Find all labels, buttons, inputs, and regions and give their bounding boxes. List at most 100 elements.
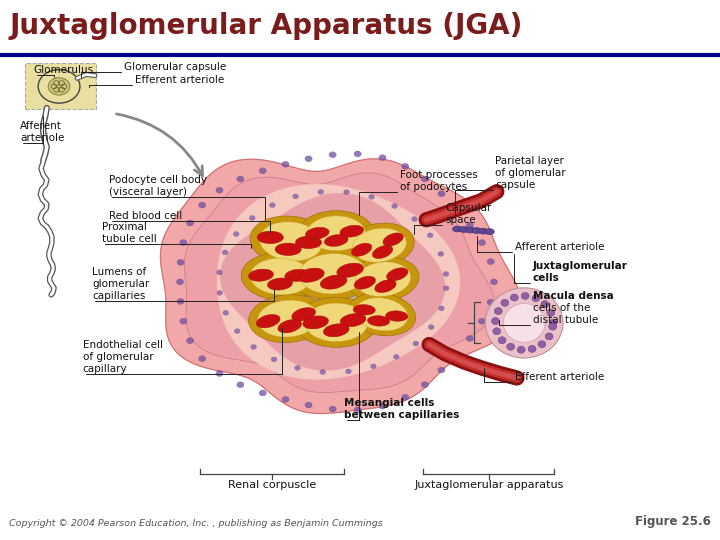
Ellipse shape: [329, 152, 336, 158]
Ellipse shape: [466, 227, 475, 233]
Ellipse shape: [498, 337, 506, 344]
Ellipse shape: [305, 402, 312, 408]
Ellipse shape: [305, 303, 368, 342]
Text: Lumens of: Lumens of: [92, 267, 146, 277]
Text: Capsular: Capsular: [445, 202, 491, 213]
Ellipse shape: [216, 370, 223, 376]
Ellipse shape: [48, 78, 70, 95]
Ellipse shape: [267, 278, 292, 290]
Ellipse shape: [453, 352, 460, 357]
Polygon shape: [258, 226, 407, 338]
Ellipse shape: [217, 291, 222, 295]
Ellipse shape: [351, 243, 372, 256]
Ellipse shape: [383, 233, 403, 246]
Ellipse shape: [282, 161, 289, 167]
Ellipse shape: [379, 403, 386, 409]
Ellipse shape: [466, 222, 473, 228]
Ellipse shape: [282, 396, 289, 402]
Text: distal tubule: distal tubule: [533, 315, 598, 325]
Ellipse shape: [275, 243, 301, 255]
Ellipse shape: [356, 271, 363, 276]
Ellipse shape: [452, 226, 462, 232]
Ellipse shape: [307, 277, 314, 283]
Ellipse shape: [259, 390, 266, 396]
Text: Efferent arteriole: Efferent arteriole: [515, 372, 604, 382]
Ellipse shape: [402, 164, 409, 170]
Ellipse shape: [485, 229, 495, 235]
Ellipse shape: [387, 268, 408, 281]
Text: glomerular: glomerular: [92, 279, 150, 289]
Text: Afferent arteriole: Afferent arteriole: [515, 241, 604, 252]
Ellipse shape: [318, 190, 323, 194]
Ellipse shape: [294, 278, 302, 284]
Text: Mesangial cells: Mesangial cells: [344, 398, 435, 408]
Ellipse shape: [307, 216, 366, 251]
Ellipse shape: [241, 253, 320, 300]
Ellipse shape: [501, 299, 509, 306]
Ellipse shape: [292, 306, 300, 312]
Ellipse shape: [443, 272, 449, 276]
Ellipse shape: [316, 299, 323, 305]
Ellipse shape: [320, 369, 325, 374]
Ellipse shape: [294, 366, 300, 370]
Ellipse shape: [367, 304, 374, 310]
Text: Glomerular capsule: Glomerular capsule: [124, 62, 226, 72]
Ellipse shape: [413, 341, 419, 346]
Ellipse shape: [305, 227, 329, 239]
Ellipse shape: [438, 191, 445, 197]
Ellipse shape: [180, 318, 187, 324]
Ellipse shape: [251, 258, 311, 295]
Ellipse shape: [278, 320, 302, 333]
Text: Proximal: Proximal: [102, 222, 147, 232]
Ellipse shape: [337, 263, 364, 278]
Ellipse shape: [371, 364, 377, 369]
Ellipse shape: [276, 294, 284, 300]
Text: of glomerular: of glomerular: [83, 352, 153, 362]
Ellipse shape: [325, 234, 348, 246]
Text: cells of the: cells of the: [533, 303, 590, 313]
Text: Efferent arteriole: Efferent arteriole: [135, 75, 224, 85]
Ellipse shape: [180, 240, 187, 246]
Ellipse shape: [453, 206, 460, 212]
Ellipse shape: [343, 190, 349, 194]
Ellipse shape: [487, 259, 495, 265]
Ellipse shape: [485, 288, 563, 358]
Ellipse shape: [320, 275, 347, 289]
Ellipse shape: [492, 328, 500, 335]
Ellipse shape: [248, 295, 328, 342]
Ellipse shape: [549, 323, 557, 330]
Ellipse shape: [340, 318, 347, 324]
Ellipse shape: [186, 338, 194, 343]
Ellipse shape: [353, 228, 406, 262]
Polygon shape: [217, 185, 459, 379]
Ellipse shape: [353, 305, 375, 315]
Ellipse shape: [438, 367, 445, 373]
Polygon shape: [184, 173, 495, 393]
Ellipse shape: [329, 406, 336, 412]
Ellipse shape: [340, 225, 364, 237]
Ellipse shape: [495, 308, 503, 315]
Text: Juxtaglomerular Apparatus (JGA): Juxtaglomerular Apparatus (JGA): [9, 12, 523, 40]
Ellipse shape: [545, 333, 553, 340]
Ellipse shape: [386, 311, 408, 321]
Ellipse shape: [549, 319, 557, 326]
Ellipse shape: [472, 228, 482, 234]
Ellipse shape: [321, 297, 328, 303]
Ellipse shape: [466, 335, 473, 341]
Ellipse shape: [421, 176, 428, 182]
Ellipse shape: [478, 228, 488, 234]
Ellipse shape: [345, 223, 414, 267]
Ellipse shape: [251, 345, 256, 349]
Ellipse shape: [510, 294, 518, 301]
Ellipse shape: [303, 316, 328, 329]
Ellipse shape: [341, 307, 348, 313]
Text: space: space: [445, 214, 476, 225]
Ellipse shape: [341, 314, 366, 327]
Ellipse shape: [299, 254, 366, 294]
Ellipse shape: [258, 300, 318, 337]
Text: Glomerulus: Glomerulus: [34, 64, 94, 75]
Ellipse shape: [237, 382, 244, 388]
Ellipse shape: [249, 215, 255, 220]
Ellipse shape: [350, 284, 357, 290]
Ellipse shape: [372, 245, 392, 259]
